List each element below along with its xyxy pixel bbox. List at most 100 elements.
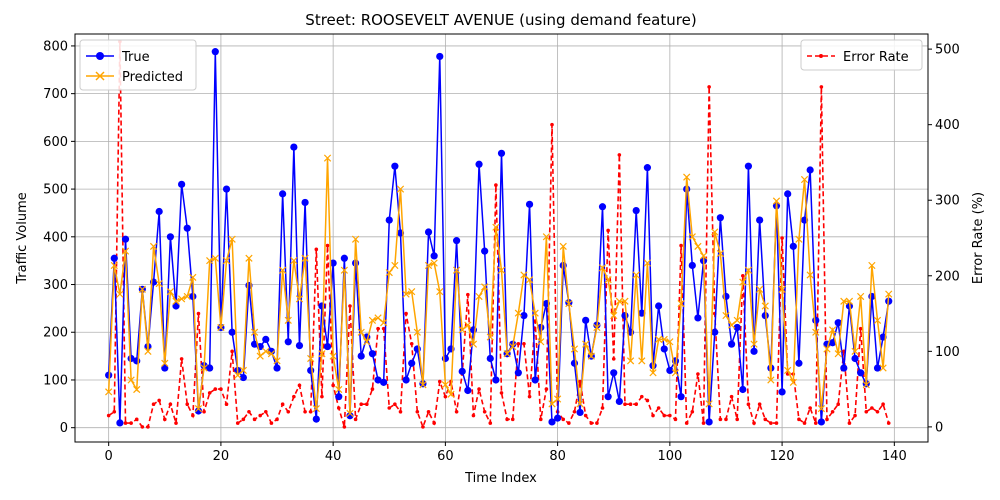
predicted-point [767,376,775,384]
error-rate-point [219,387,223,391]
error-rate-point [611,357,616,361]
true-point [778,388,786,396]
predicted-point [211,254,219,262]
error-rate-point [819,85,824,89]
predicted-point [346,409,354,417]
true-point [666,366,674,375]
error-rate-point [651,413,655,418]
predicted-point [593,323,601,332]
plot-frame [74,33,929,443]
true-point [570,359,579,367]
true-point [290,143,298,151]
error-rate-point [224,402,229,407]
predicted-point [828,326,837,334]
error-rate-point [292,394,296,399]
predicted-point [851,347,859,355]
predicted-point [873,316,882,324]
error-rate-point [797,417,801,422]
true-point [812,316,820,324]
predicted-point [834,350,842,358]
true-point [873,364,882,372]
error-rate-point [471,413,476,418]
predicted-point [621,297,629,305]
predicted-point [228,235,236,243]
true-point [705,418,713,426]
predicted-point [290,257,298,265]
y-right-tick-label: 400 [935,118,960,133]
error-rate-point [870,406,874,410]
error-rate-point [623,402,627,407]
error-rate-point [303,409,307,414]
y-right-tick-label: 200 [935,269,960,284]
x-tick-label: 80 [549,449,566,464]
error-rate-point [881,402,885,407]
y-tick-label: 600 [43,135,68,150]
error-rate-point [718,417,723,422]
true-point [155,207,163,216]
predicted-point [559,242,567,250]
predicted-point [711,228,719,236]
error-rate-point [802,421,807,425]
true-point [660,345,668,353]
predicted-point [380,319,388,327]
true-point [222,185,231,193]
error-rate-point [421,425,425,429]
x-tick-label: 0 [105,449,113,464]
predicted-point [800,175,809,184]
predicted-point [576,400,584,408]
true-point [323,342,332,351]
error-rate-point [342,425,347,429]
true-point [239,373,247,382]
error-rate-point [763,417,768,422]
error-rate-point [516,341,521,346]
y-tick-label: 300 [43,278,68,293]
error-rate-point [370,387,375,391]
error-rate-point [853,413,857,418]
error-rate-point [488,421,493,425]
error-rate-point [589,421,594,425]
error-rate-point [825,417,829,422]
true-point [857,369,865,377]
predicted-point [610,311,618,320]
error-rate-point [325,243,330,248]
predicted-point [340,266,348,274]
predicted-point [632,271,640,279]
predicted-point [570,345,579,353]
error-rate-point [123,421,128,425]
error-rate-point [735,417,739,422]
predicted-point [452,266,461,274]
predicted-point [492,223,500,231]
predicted-point [430,259,438,267]
predicted-point [750,340,758,348]
true-point [475,160,483,168]
error-rate-point [858,326,863,331]
predicted-point [879,364,887,372]
predicted-point [222,257,231,265]
x-tick-label: 120 [770,449,795,464]
true-point [301,198,309,207]
true-point [655,302,663,310]
predicted-point [133,385,141,394]
error-rate-point [252,417,257,422]
predicted-point [756,285,764,293]
legend-true-label: True [121,50,150,65]
predicted-point [284,316,292,324]
predicted-point [649,369,657,377]
predicted-point [778,285,786,293]
predicted-point [419,381,427,389]
predicted-point [694,242,702,250]
true-point [464,386,472,395]
predicted-point [857,292,865,301]
true-point [834,319,842,327]
x-tick-label: 100 [657,449,682,464]
true-point [166,233,175,241]
true-point [318,302,326,310]
true-point [172,302,180,310]
true-point [279,190,287,198]
true-point [688,261,696,270]
predicted-point [391,261,399,270]
predicted-point [784,366,792,375]
error-rate-point [275,417,279,422]
predicted-point [424,261,433,270]
predicted-point [408,288,416,296]
